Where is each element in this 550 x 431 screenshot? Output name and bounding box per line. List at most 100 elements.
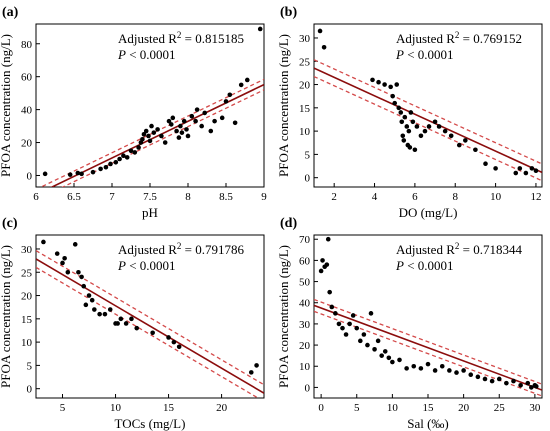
x-axis-label: Sal (‰) [407,416,449,431]
data-point [121,153,126,159]
data-point [147,138,153,144]
y-tick-label: 0 [305,382,311,394]
data-point [399,119,405,125]
y-tick-label: 0 [305,173,311,185]
x-tick-label: 20 [458,402,470,414]
y-tick-label: 30 [299,319,311,331]
y-tick-label: 15 [299,103,311,115]
data-point [212,118,217,124]
data-point [140,136,145,142]
data-point [401,138,407,143]
data-point [67,172,73,177]
data-point [223,99,229,104]
data-point [115,321,120,326]
data-point [376,79,381,85]
x-tick-label: 6 [33,191,39,203]
data-point [425,361,431,367]
x-tick-label: 7.5 [143,191,157,203]
data-point [489,378,495,384]
data-point [483,161,488,167]
data-point [81,283,87,289]
x-axis-label: TOCs (mg/L) [115,416,186,431]
data-point [83,302,89,308]
p-value-annotation: P < 0.0001 [395,258,454,273]
data-point [370,77,375,83]
panel-label: (d) [280,216,297,231]
data-point [432,368,438,373]
data-point [410,119,416,125]
data-point [456,142,462,148]
data-point [388,84,393,90]
x-tick-label: 2 [331,191,337,203]
confidence-band-lower [314,75,542,182]
data-point [254,363,259,368]
data-point [358,338,363,344]
data-point [496,376,502,382]
x-tick-label: 10 [387,402,399,414]
adjusted-r2-annotation: Adjusted R2 = 0.815185 [118,30,244,46]
data-point [375,338,381,344]
regression-line [314,304,542,391]
data-point [98,166,103,172]
panel-label: (b) [280,5,297,20]
y-tick-label: 30 [299,33,311,45]
y-tick-label: 20 [299,80,311,92]
data-point [454,370,459,375]
x-axis-label: pH [142,205,158,220]
data-point [155,127,160,132]
y-tick-label: 10 [299,361,311,373]
data-point [343,332,349,337]
data-point [473,147,478,153]
plot-frame [35,234,265,399]
data-point [392,100,398,106]
fit-lines [36,250,264,398]
x-tick-label: 15 [163,402,175,414]
x-tick-label: 6.5 [67,191,81,203]
x-tick-label: 8.5 [219,191,233,203]
x-tick-label: 12 [530,191,541,203]
data-point [248,370,254,375]
data-point [408,110,414,115]
y-tick-label: 20 [299,340,311,352]
data-point [523,170,529,176]
y-tick-label: 15 [21,314,33,326]
confidence-band-lower [36,266,260,398]
data-point [185,133,191,139]
data-point [97,311,102,317]
data-point [123,321,129,326]
data-point [60,260,65,266]
data-point [136,145,141,150]
y-tick-label: 10 [21,337,33,349]
data-point [327,289,332,295]
data-point [340,325,345,331]
data-point [407,145,413,150]
data-point [426,124,432,129]
x-tick-label: 5 [60,402,66,414]
data-point [518,382,523,388]
data-point [79,274,84,280]
data-point [199,123,204,129]
data-point [461,368,466,373]
data-point [354,325,360,331]
data-point [404,124,410,129]
x-tick-label: 7 [109,191,115,203]
x-tick-label: 0 [318,402,324,414]
data-point [402,114,408,120]
y-tick-label: 10 [299,126,311,138]
data-point [504,380,509,386]
data-point [179,130,185,135]
data-point [208,128,214,134]
data-point [54,251,60,256]
data-point [398,110,404,115]
confidence-band-lower [314,310,542,397]
data-point [193,118,198,124]
data-point [318,268,324,274]
data-point [244,77,250,83]
data-point [372,347,377,352]
data-point [151,130,157,135]
data-point [92,307,97,312]
x-tick-label: 20 [216,402,228,414]
data-point [390,359,395,365]
data-point [368,311,374,316]
data-point [448,133,454,139]
